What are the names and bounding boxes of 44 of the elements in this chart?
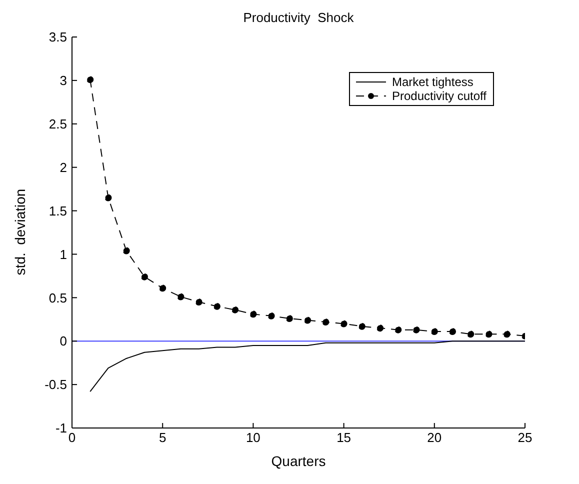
x-tick-label: 5 — [158, 430, 166, 446]
x-axis-title: Quarters — [270, 453, 327, 469]
point — [140, 273, 148, 280]
point — [503, 330, 510, 338]
point — [159, 284, 166, 292]
x-tick-label: 20 — [427, 430, 442, 446]
point — [104, 194, 112, 202]
legend-label: Productivity cutoff — [392, 89, 486, 103]
point — [322, 318, 330, 326]
point — [177, 293, 184, 300]
y-tick-label: 0.5 — [48, 290, 67, 306]
point — [86, 76, 94, 84]
y-tick-label: 2.5 — [48, 116, 67, 132]
point — [485, 330, 492, 338]
y-tick-label: -1 — [55, 420, 67, 436]
y-tick-label: 0 — [60, 334, 67, 349]
point — [304, 316, 312, 324]
point — [412, 326, 420, 334]
point — [232, 306, 239, 314]
chart-title: Productivity Shock — [242, 10, 355, 25]
point — [286, 315, 293, 322]
legend-label: Market tightess — [392, 75, 474, 89]
point — [340, 320, 348, 328]
x-tick-label: 25 — [518, 430, 532, 446]
y-tick-label: 1 — [60, 246, 67, 262]
y-tick-label: 3.5 — [48, 30, 67, 45]
point — [430, 328, 438, 336]
point — [376, 324, 384, 332]
point — [358, 322, 366, 330]
y-axis-title: std. deviation — [12, 188, 28, 276]
point — [467, 330, 474, 338]
point — [195, 298, 202, 306]
point — [213, 302, 220, 310]
x-tick-label: 10 — [246, 430, 260, 446]
point — [122, 247, 130, 254]
point — [449, 328, 456, 336]
x-tick-label: 15 — [336, 430, 352, 446]
y-tick-label: 3 — [60, 73, 67, 88]
point — [250, 310, 257, 318]
point — [394, 326, 402, 334]
y-tick-label: 1.5 — [48, 203, 67, 218]
y-tick-label: -0.5 — [44, 377, 67, 392]
y-tick-label: 2 — [60, 160, 67, 175]
point — [268, 312, 275, 320]
